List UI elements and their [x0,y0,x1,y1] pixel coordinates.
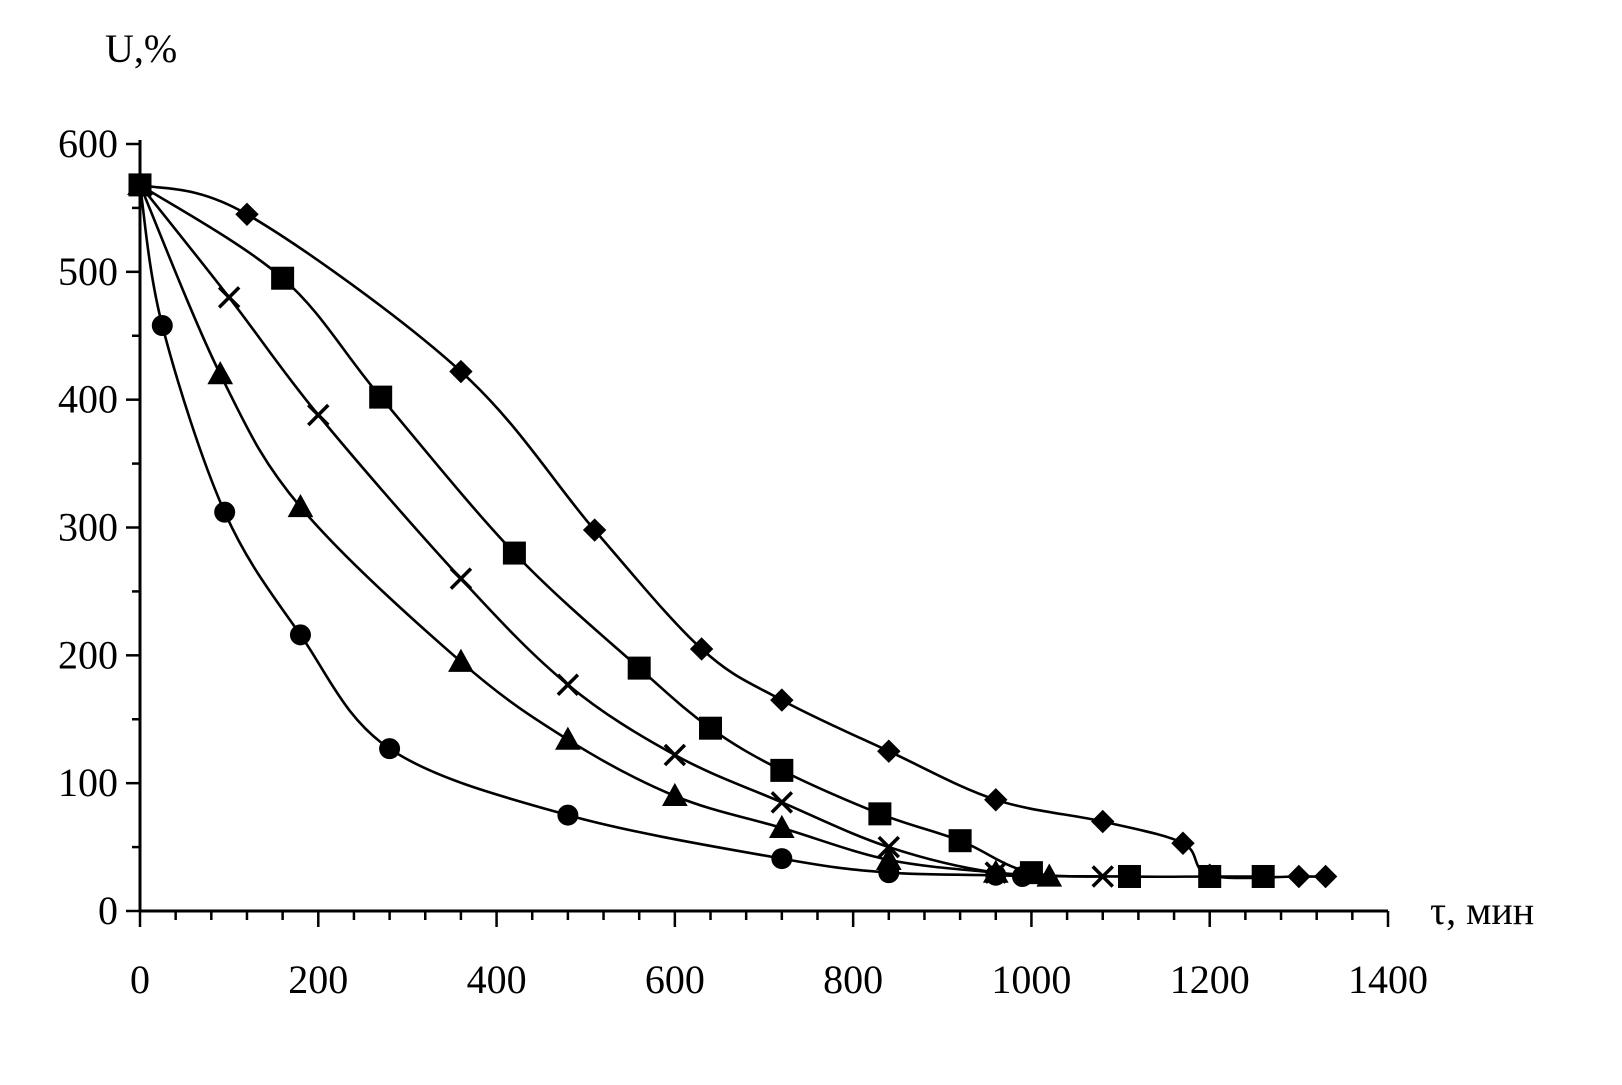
series-1-point [1251,864,1275,888]
series-4-point [1012,865,1034,887]
series-4-point [379,738,401,760]
series-2-point [217,286,241,309]
series-1-point [948,829,972,853]
series-3-point [768,814,795,839]
series-3-point [207,361,234,385]
x-tick-label: 1400 [1348,957,1428,1002]
y-tick-label: 200 [58,632,118,677]
series-3-point [555,726,581,750]
series-0-point [235,202,259,227]
series-0-point [1091,809,1115,834]
series-3-point [662,782,688,807]
series-4-point [557,804,579,826]
series-2-point [556,673,580,696]
series-0-point [449,359,473,384]
series-4-point [151,315,173,337]
series-1-point [369,385,393,409]
series-markers [127,171,1338,889]
x-tick-label: 0 [130,957,150,1002]
series-3-point [287,494,314,518]
series-1-point [770,758,794,782]
x-tick-label: 200 [288,957,348,1002]
series-1-point [868,802,892,826]
series-4-point [289,624,311,646]
series-2-point [770,791,794,814]
y-tick-label: 0 [98,888,118,933]
x-tick-label: 1000 [991,957,1071,1002]
y-tick-label: 100 [58,760,118,805]
y-tick-label: 300 [58,505,118,550]
x-tick-label: 400 [467,957,527,1002]
x-tick-label: 800 [823,957,883,1002]
series-4-point [985,864,1007,886]
series-0-point [1313,864,1338,889]
y-axis-title: U,% [105,26,177,71]
y-tick-label: 500 [58,249,118,294]
series-0-point [1171,831,1195,855]
series-4-point [129,174,151,196]
y-tick-label: 600 [58,121,118,166]
series-0-point [770,688,794,712]
series-0-point [582,518,607,542]
axes [126,140,1390,927]
series-3-point [448,648,474,672]
series-0-point [1287,864,1311,889]
series-2-point [663,743,687,767]
series-3-point [1036,863,1063,887]
series-4-point [771,848,793,870]
tick-labels: 0 100 200 300 400 500 600 0 200 400 600 800 1000 1200… [58,121,1428,1002]
series-1-point [502,541,526,565]
series-1-point [1117,864,1141,888]
x-axis-title: τ, мин [1430,888,1534,933]
series-1-line [139,183,1264,879]
series-4-point [878,862,900,884]
series-0-point [984,788,1008,812]
y-tick-label: 400 [58,377,118,422]
series-2-line [138,184,1103,878]
series-2-point [449,567,473,590]
series-curves [138,183,1326,880]
series-1-point [271,266,295,290]
series-1-point [699,716,723,740]
series-0-point [877,739,901,763]
series-2-point [1091,865,1114,888]
x-tick-label: 600 [645,957,705,1002]
series-1-point [627,656,651,680]
series-2-point [307,403,330,427]
series-0-point [689,637,714,661]
series-1-point [1198,864,1222,888]
series-0-line [139,183,1326,880]
series-4-point [214,501,236,523]
x-tick-label: 1200 [1170,957,1250,1002]
